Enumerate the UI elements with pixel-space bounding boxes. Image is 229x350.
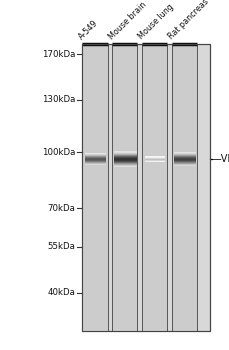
Bar: [172, 44, 197, 331]
Text: Mouse brain: Mouse brain: [107, 0, 148, 41]
Bar: [82, 44, 210, 331]
Bar: [82, 44, 108, 331]
Bar: [82, 44, 210, 331]
Text: A-549: A-549: [77, 18, 100, 41]
Text: 40kDa: 40kDa: [48, 288, 76, 298]
Text: 70kDa: 70kDa: [48, 204, 76, 213]
Text: 130kDa: 130kDa: [42, 95, 76, 104]
Bar: [142, 44, 167, 331]
Text: 100kDa: 100kDa: [42, 148, 76, 157]
Text: Rat pancreas: Rat pancreas: [166, 0, 210, 41]
Bar: [112, 44, 137, 331]
Text: —VPS16: —VPS16: [212, 154, 229, 163]
Text: 55kDa: 55kDa: [48, 242, 76, 251]
Text: Mouse lung: Mouse lung: [137, 2, 176, 41]
Text: 170kDa: 170kDa: [42, 50, 76, 59]
